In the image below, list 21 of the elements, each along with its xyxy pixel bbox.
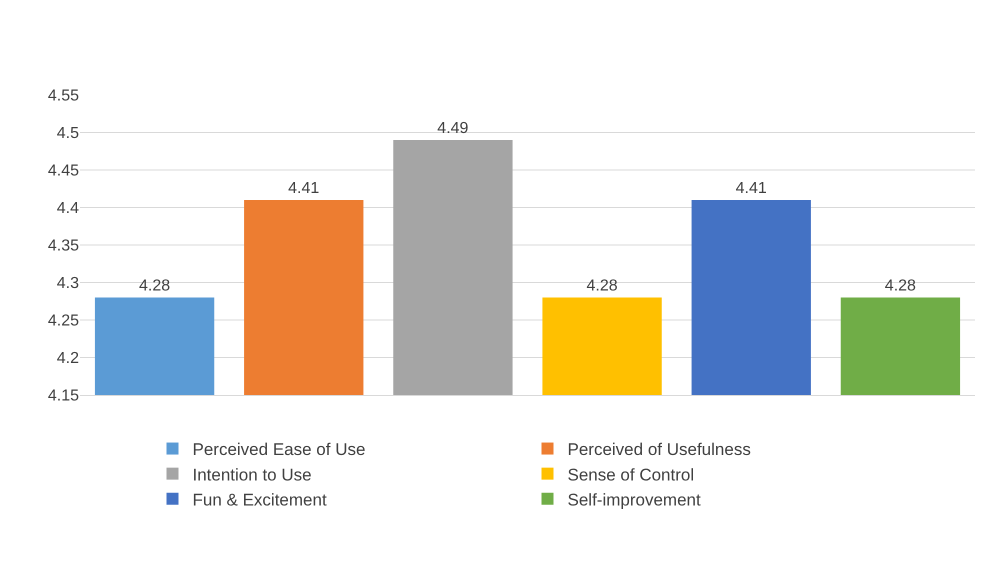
legend-label: Fun & Excitement	[192, 490, 327, 510]
legend-label: Perceived Ease of Use	[192, 440, 366, 460]
y-tick-label: 4.55	[48, 88, 80, 105]
data-label: 4.49	[437, 120, 469, 137]
data-label: 4.41	[736, 180, 767, 197]
y-tick-label: 4.45	[48, 162, 80, 180]
legend-label: Intention to Use	[192, 465, 312, 484]
data-label: 4.28	[138, 278, 170, 294]
legend-label: Sense of Control	[568, 465, 694, 484]
data-label: 4.41	[288, 180, 320, 197]
y-tick-label: 4.25	[48, 312, 80, 330]
y-tick-label: 4.3	[56, 275, 80, 292]
y-tick-label: 4.5	[56, 125, 80, 142]
y-tick-label: 4.2	[56, 350, 80, 368]
legend-label: Self-improvement	[568, 490, 701, 510]
data-label: 4.28	[586, 278, 618, 294]
y-tick-label: 4.35	[48, 238, 80, 255]
y-tick-label: 4.15	[48, 388, 80, 405]
legend-label: Perceived of Usefulness	[568, 440, 751, 460]
y-tick-label: 4.4	[56, 200, 80, 218]
data-label: 4.28	[884, 278, 916, 294]
